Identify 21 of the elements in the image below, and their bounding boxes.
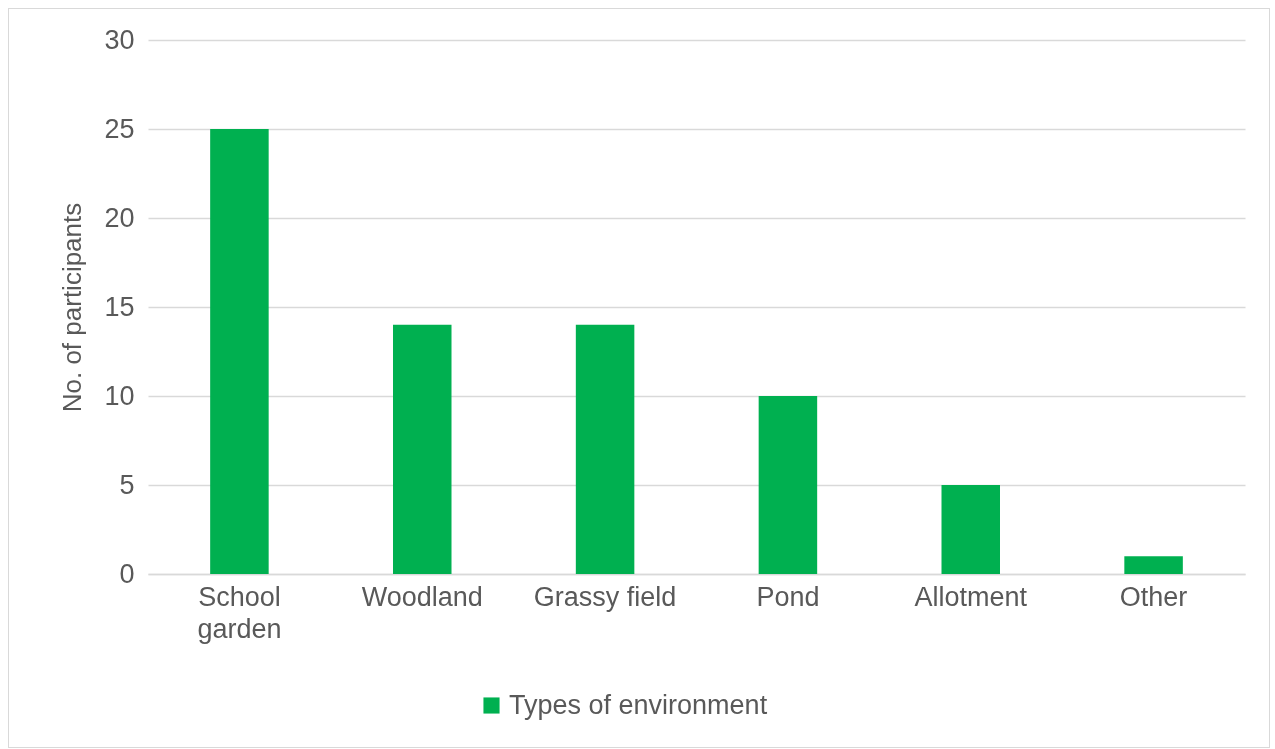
x-tick-label: Pond — [756, 581, 820, 612]
x-tick-label: School garden — [197, 581, 282, 644]
y-tick-label: 25 — [104, 113, 135, 144]
x-tick-label: Woodland — [361, 581, 483, 612]
bar — [941, 485, 1000, 574]
y-tick-label: 5 — [119, 469, 135, 500]
y-tick-label: 20 — [104, 202, 135, 233]
y-tick-label: 15 — [104, 291, 135, 322]
bar — [1124, 556, 1183, 574]
y-tick-label: 30 — [104, 24, 135, 55]
x-tick-label: Grassy field — [533, 581, 677, 612]
legend-label: Types of environment — [509, 689, 768, 720]
bar — [575, 324, 635, 574]
bar — [393, 324, 452, 574]
y-tick-label: 0 — [119, 558, 135, 589]
bar — [758, 396, 818, 574]
y-tick-label: 10 — [104, 380, 135, 411]
bar — [210, 129, 269, 574]
x-tick-label: Allotment — [914, 581, 1028, 612]
y-axis-title: No. of participants — [57, 202, 88, 413]
x-tick-label: Other — [1119, 581, 1188, 612]
